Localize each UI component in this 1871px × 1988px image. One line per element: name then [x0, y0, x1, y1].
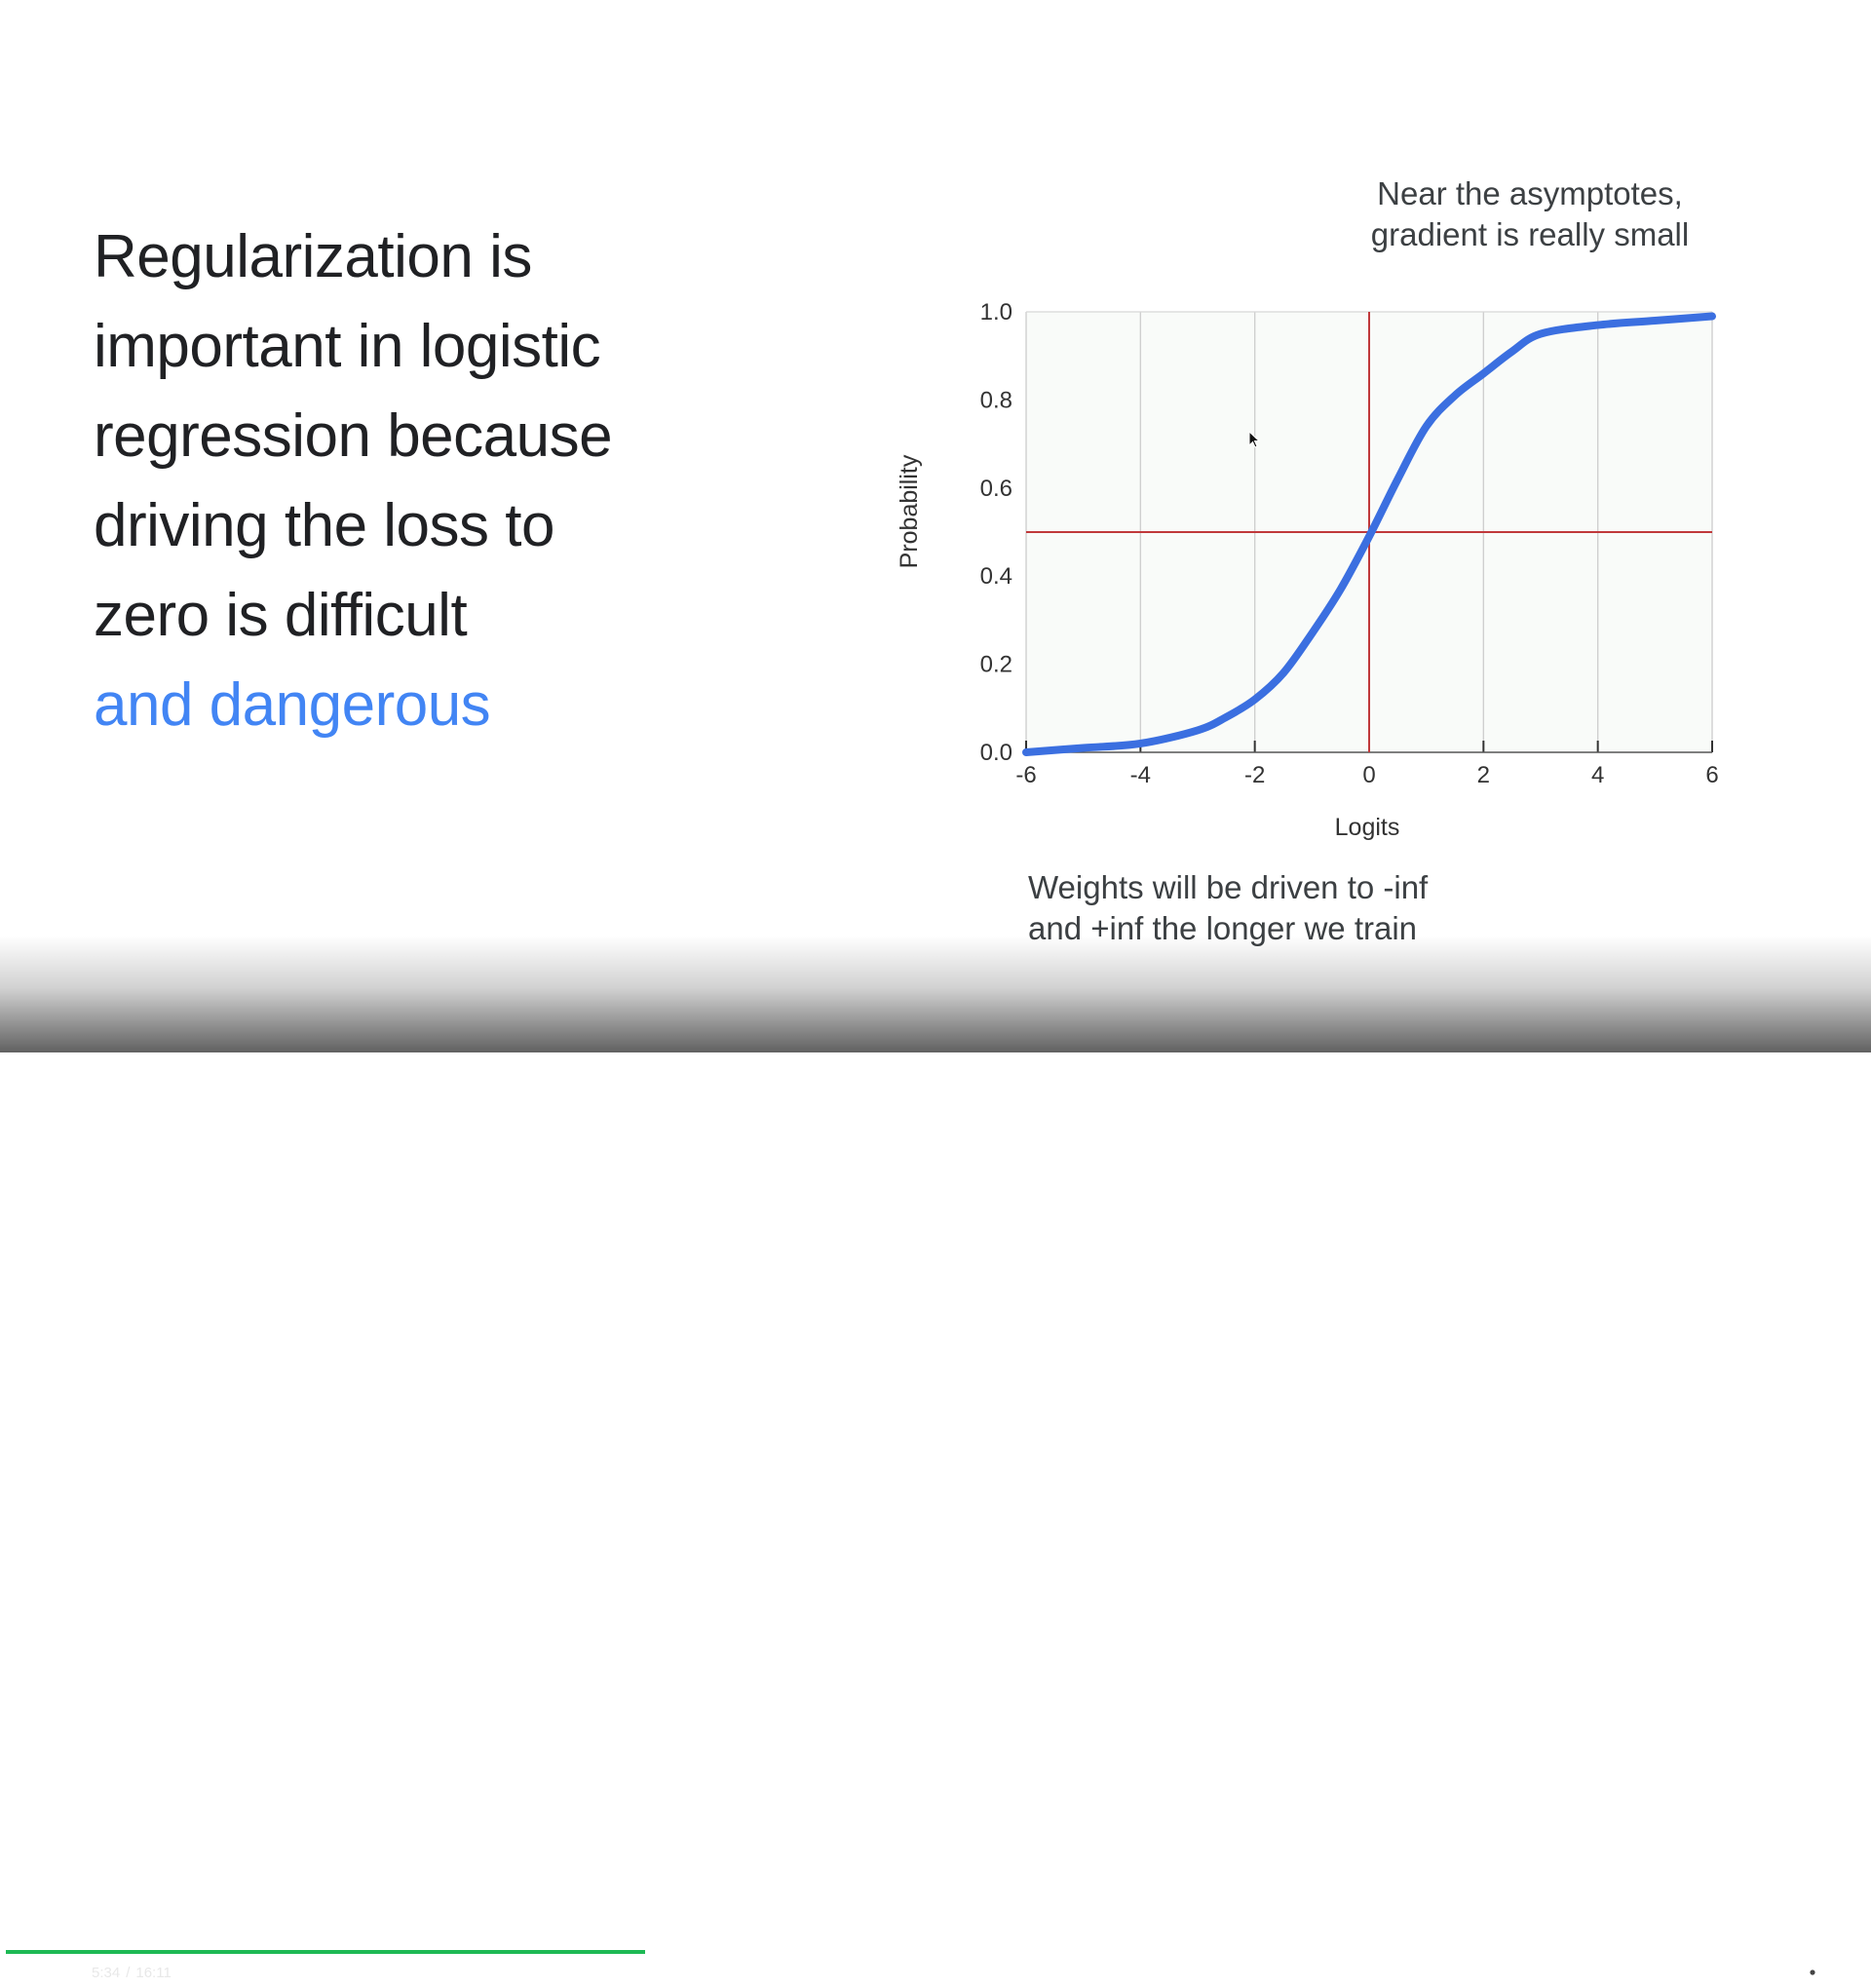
player-controls: 5:34 /16:11 [0, 1957, 1871, 1988]
player-controls-overlay: 5:34 /16:11 [0, 936, 1871, 1982]
asymptote-note-line: gradient is really small [1370, 216, 1690, 252]
exit-fullscreen-icon [1842, 1965, 1857, 1980]
headline: Regularization is important in logistic … [94, 212, 776, 750]
headline-line: important in logistic [94, 313, 601, 380]
headline-line: zero is difficult [94, 582, 468, 649]
sigmoid-series-line [1022, 312, 1716, 756]
time-display: 5:34 /16:11 [92, 1965, 177, 1981]
volume-icon [48, 1965, 66, 1980]
progress-fill [6, 1950, 646, 1954]
weights-note-line: Weights will be driven to -inf [1028, 869, 1429, 905]
volume-button[interactable] [45, 1961, 70, 1984]
pause-icon [17, 1966, 28, 1979]
asymptote-note-line: Near the asymptotes, [1377, 175, 1683, 211]
y-tick-label: 0.8 [980, 387, 1012, 413]
captions-button[interactable] [1762, 1961, 1785, 1984]
x-axis-label: Logits [1335, 814, 1400, 841]
headline-accent: and dangerous [94, 671, 491, 739]
y-tick-label: 0.6 [980, 476, 1012, 502]
headline-line: regression because [94, 402, 613, 470]
mouse-cursor-icon [1248, 431, 1260, 448]
x-tick-label: 4 [1591, 762, 1604, 788]
time-separator: / [126, 1965, 131, 1981]
captions-icon [1763, 1965, 1784, 1980]
y-tick-label: 0.4 [980, 563, 1012, 590]
slide: Regularization is important in logistic … [94, 173, 1719, 946]
x-tick-label: -2 [1244, 762, 1265, 788]
y-tick-label: 0.0 [980, 740, 1012, 766]
x-tick-label: 2 [1477, 762, 1490, 788]
x-tick-label: -6 [1015, 762, 1036, 788]
current-time: 5:34 [92, 1965, 121, 1981]
asymptote-note: Near the asymptotes, gradient is really … [1345, 173, 1715, 255]
sigmoid-chart: -6 -4 -2 0 2 4 6 0.0 0.2 0.4 0.6 0.8 1.0 Logits Probab… [896, 299, 1719, 841]
pause-button[interactable] [12, 1961, 33, 1984]
progress-bar[interactable] [6, 1950, 1865, 1954]
headline-line: Regularization is [94, 223, 532, 290]
x-tick-label: 0 [1362, 762, 1375, 788]
x-tick-label: -4 [1130, 762, 1151, 788]
y-axis-label: Probability [896, 454, 923, 568]
y-tick-label: 0.2 [980, 652, 1012, 678]
y-tick-label: 1.0 [980, 299, 1012, 325]
duration: 16:11 [135, 1965, 172, 1981]
x-tick-label: 6 [1705, 762, 1718, 788]
exit-fullscreen-button[interactable] [1838, 1961, 1861, 1984]
settings-button[interactable] [1801, 1961, 1824, 1984]
headline-line: driving the loss to [94, 492, 554, 559]
gear-icon [1803, 1963, 1822, 1982]
